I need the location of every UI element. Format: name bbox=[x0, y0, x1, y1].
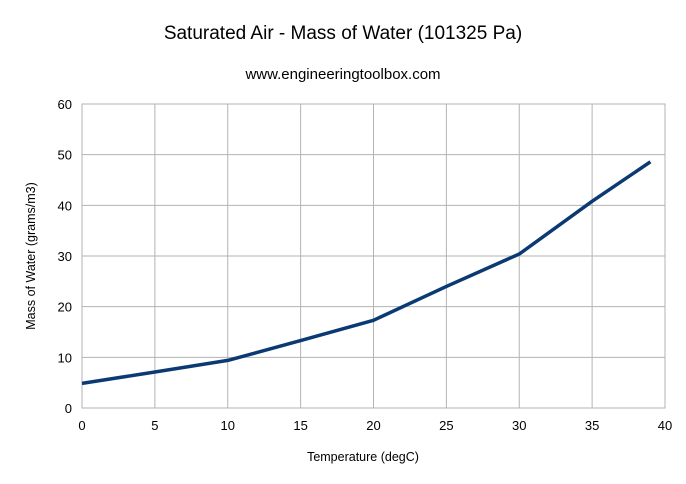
y-axis-label: Mass of Water (grams/m3) bbox=[24, 182, 38, 329]
chart-title: Saturated Air - Mass of Water (101325 Pa… bbox=[164, 23, 522, 44]
y-tick-label: 30 bbox=[58, 249, 72, 264]
plot-area-border bbox=[81, 103, 666, 409]
y-tick-label: 40 bbox=[58, 198, 72, 213]
x-tick-label: 15 bbox=[293, 418, 307, 433]
x-tick-label: 35 bbox=[585, 418, 599, 433]
x-tick-label: 0 bbox=[78, 418, 85, 433]
y-tick-label: 20 bbox=[58, 300, 72, 315]
y-tick-label: 0 bbox=[65, 401, 72, 416]
y-tick-label: 60 bbox=[58, 97, 72, 112]
tick-labels: 0 5 10 15 20 25 30 35 40 0 10 20 30 40 50 60 bbox=[58, 97, 673, 433]
chart-subtitle: www.engineeringtoolbox.com bbox=[244, 66, 440, 83]
x-axis-label: Temperature (degC) bbox=[307, 450, 419, 464]
x-tick-label: 20 bbox=[366, 418, 380, 433]
x-tick-label: 25 bbox=[439, 418, 453, 433]
x-tick-label: 10 bbox=[221, 418, 235, 433]
series-line bbox=[81, 160, 652, 386]
x-tick-label: 30 bbox=[512, 418, 526, 433]
x-tick-label: 40 bbox=[658, 418, 672, 433]
series-layer bbox=[81, 160, 652, 386]
y-tick-label: 50 bbox=[58, 148, 72, 163]
x-tick-label: 5 bbox=[151, 418, 158, 433]
y-tick-label: 10 bbox=[58, 350, 72, 365]
grid bbox=[81, 103, 666, 409]
